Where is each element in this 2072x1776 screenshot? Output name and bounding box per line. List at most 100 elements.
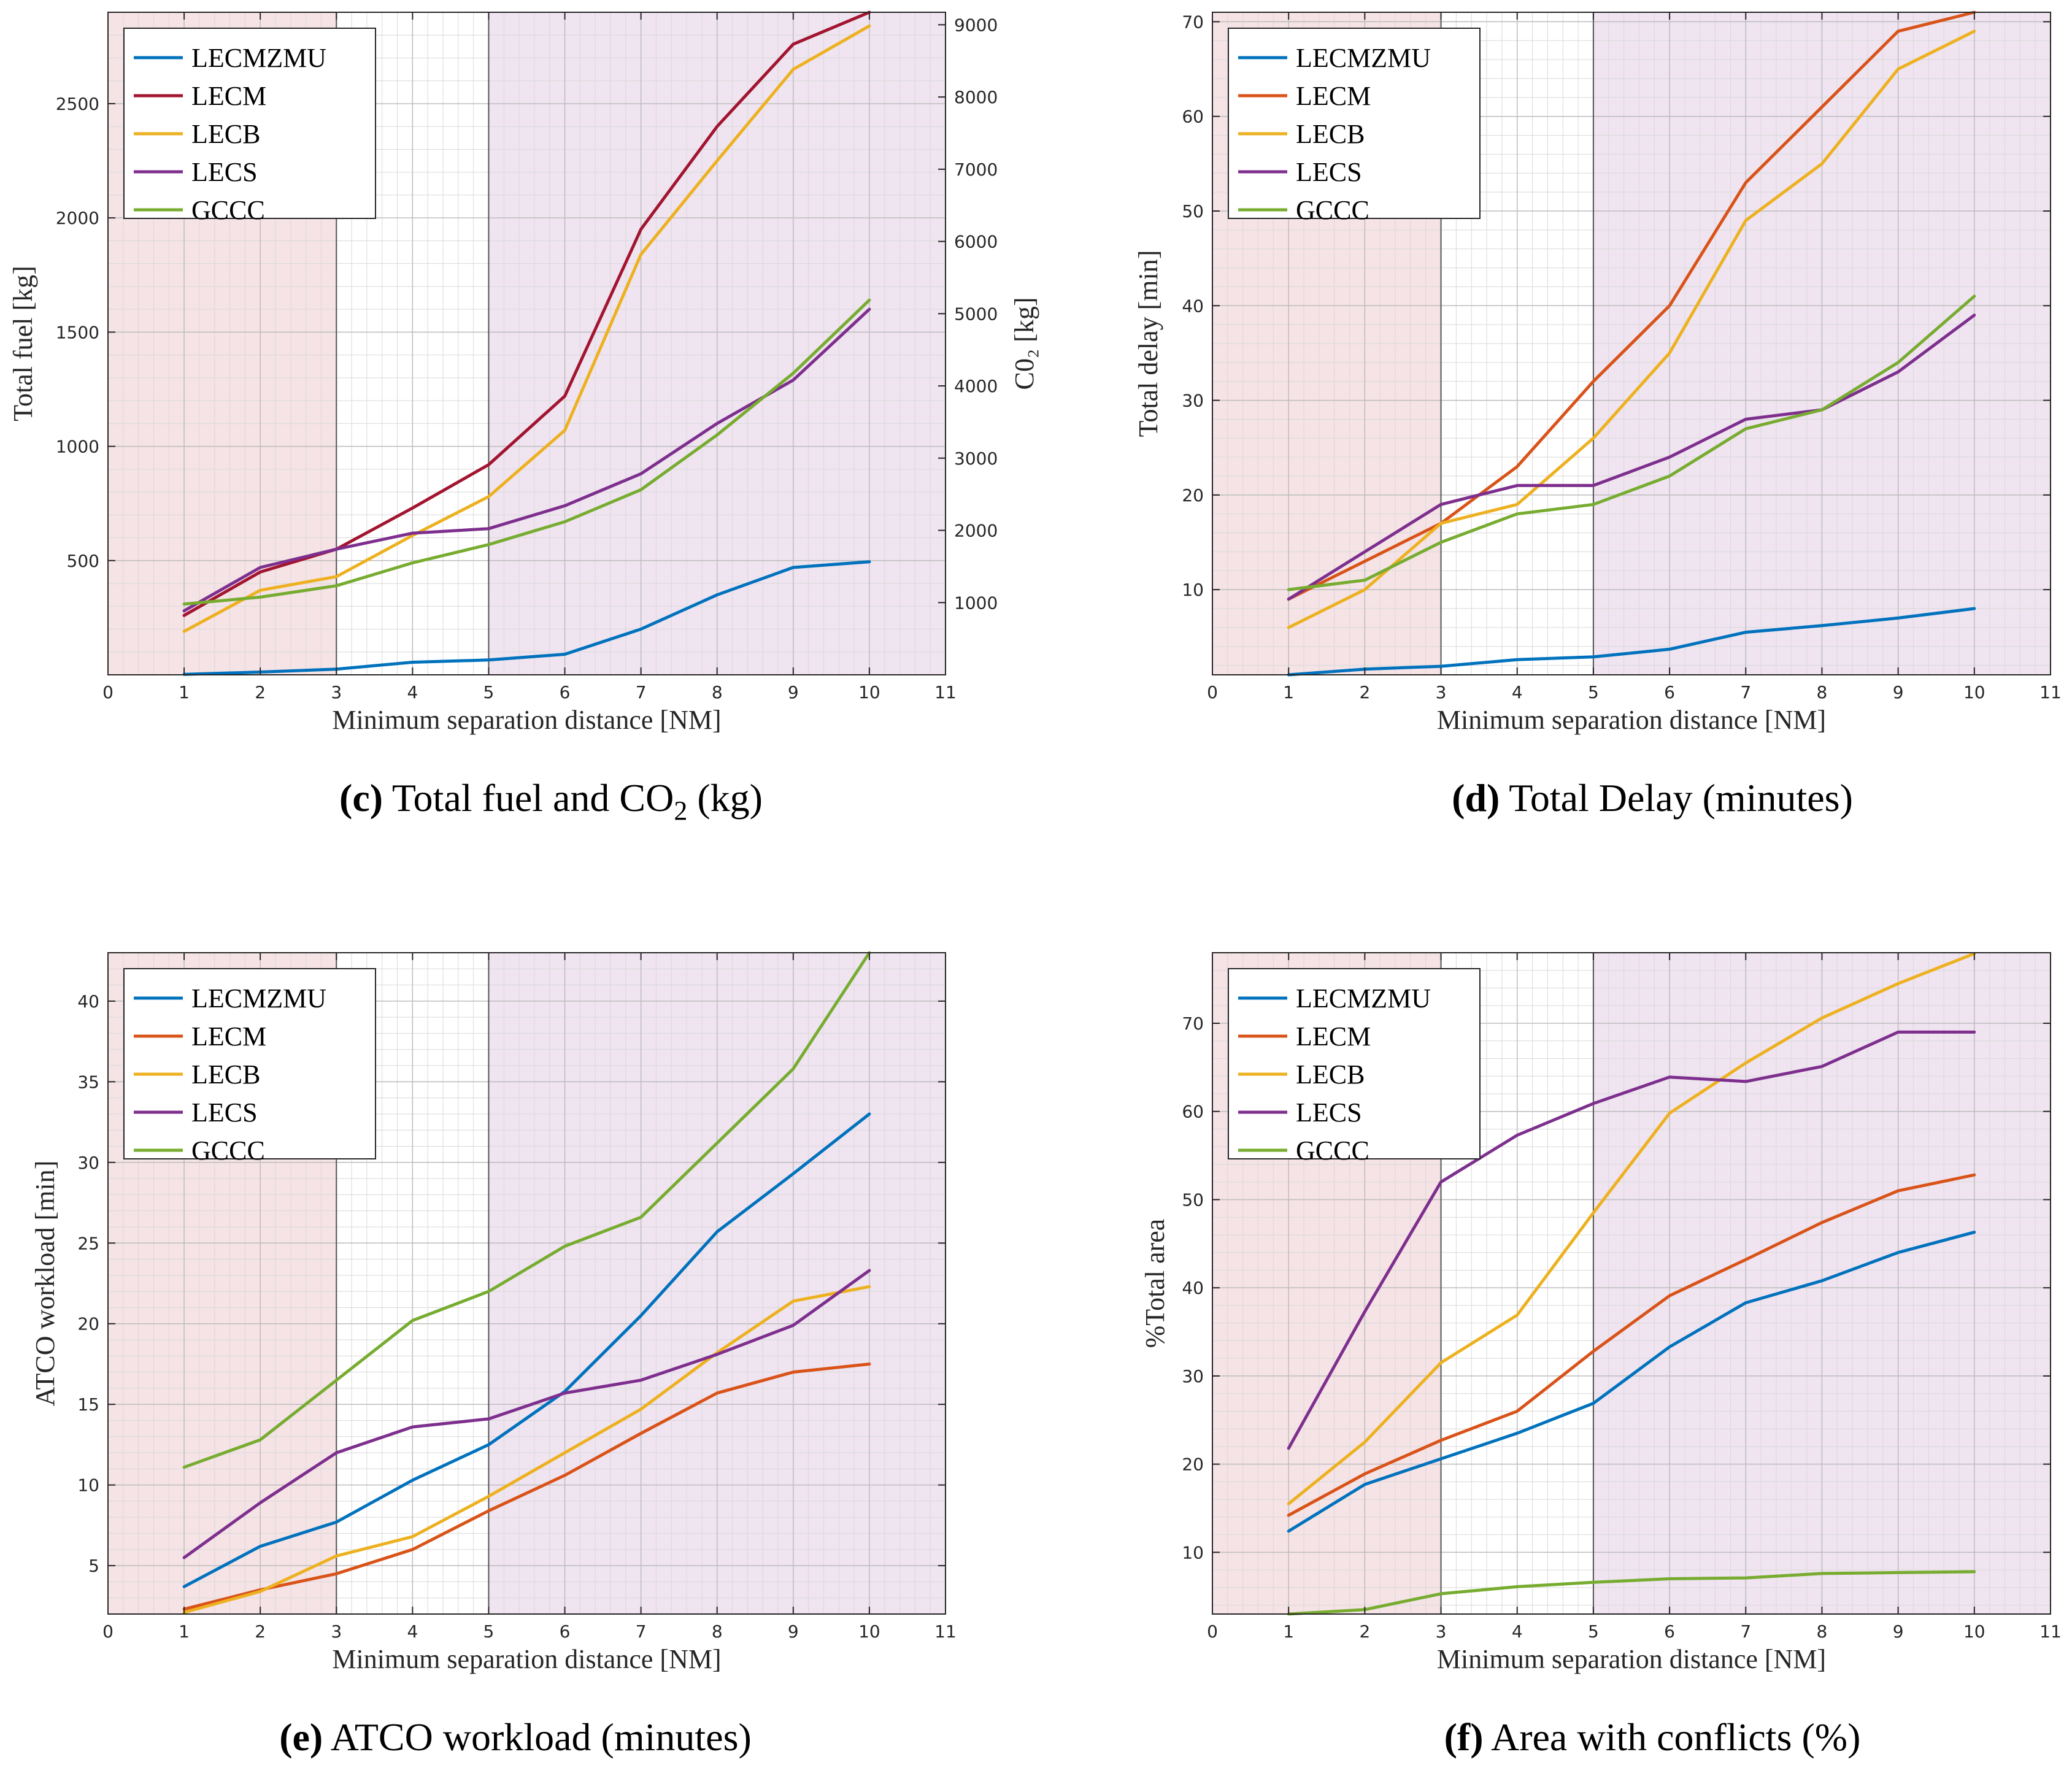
y-axis-label: ATCO workload [min] <box>30 1161 60 1407</box>
y-tick-label: 10 <box>1182 1542 1204 1563</box>
caption-letter: (f) <box>1444 1715 1484 1759</box>
x-tick-label: 4 <box>407 1621 418 1642</box>
axes-box <box>1212 952 2051 1615</box>
x-tick-label: 8 <box>1817 682 1828 702</box>
x-tick-label: 0 <box>1207 682 1218 702</box>
y-axis-label: Total fuel [kg] <box>8 266 38 421</box>
legend-label-GCCC: GCCC <box>191 195 265 225</box>
y2-axis-label: C0₂ [kg] <box>1009 298 1039 390</box>
y-axis-label: Total delay [min] <box>1133 250 1163 437</box>
x-tick-label: 2 <box>1359 1621 1370 1642</box>
series-line-LECM <box>1287 1173 1976 1517</box>
y-tick-label: 15 <box>77 1394 99 1415</box>
legend-box <box>123 28 376 219</box>
x-tick-label: 0 <box>102 1621 114 1642</box>
x-tick-label: 3 <box>1436 682 1447 702</box>
legend: LECMZMU LECM LECB LECS GCCC <box>1228 28 1481 225</box>
x-tick-label: 7 <box>636 1621 647 1642</box>
x-tick-label: 1 <box>1283 682 1294 702</box>
series-line-LECMZMU <box>1287 607 1976 677</box>
y-tick-label: 25 <box>77 1233 99 1253</box>
x-tick-label: 8 <box>712 682 723 702</box>
x-tick-label: 5 <box>483 1621 495 1642</box>
y2-tick-label: 5000 <box>954 304 998 324</box>
series-line-LECMZMU <box>182 560 871 676</box>
chart-c: 0 1 2 3 4 5 6 7 8 9 10 11 500 1000 1500 2000 2500 1000 200… <box>8 10 1039 735</box>
x-axis-label: Minimum separation distance [NM] <box>332 1644 721 1674</box>
y-axis-label: %Total area <box>1140 1219 1170 1348</box>
x-tick-label: 7 <box>1740 682 1751 702</box>
x-tick-label: 5 <box>483 682 495 702</box>
x-axis-label: Minimum separation distance [NM] <box>1437 705 1826 735</box>
legend-label-LECMZMU: LECMZMU <box>191 983 326 1013</box>
y2-tick-label: 2000 <box>954 521 998 541</box>
y-tick-label: 30 <box>1182 391 1204 411</box>
x-tick-label: 11 <box>2039 682 2062 702</box>
x-tick-label: 5 <box>1588 682 1599 702</box>
legend-label-LECB: LECB <box>191 1059 260 1090</box>
y-tick-label: 1500 <box>56 322 99 342</box>
y-tick-label: 20 <box>1182 485 1204 506</box>
series-line-LECMZMU <box>1287 1231 1976 1533</box>
series-line-LECS <box>1287 313 1976 601</box>
x-tick-label: 9 <box>1893 682 1904 702</box>
caption-letter: (e) <box>279 1715 323 1759</box>
x-tick-label: 6 <box>560 1621 571 1642</box>
x-tick-label: 11 <box>934 682 957 702</box>
y-tick-label: 35 <box>77 1072 99 1092</box>
y-tick-label: 50 <box>1182 201 1204 221</box>
legend-label-GCCC: GCCC <box>1296 195 1369 225</box>
x-tick-label: 6 <box>1664 682 1675 702</box>
x-tick-label: 10 <box>1963 1621 1985 1642</box>
x-tick-label: 10 <box>858 1621 880 1642</box>
series-line-LECB <box>182 24 871 633</box>
x-tick-label: 8 <box>1817 1621 1828 1642</box>
x-tick-label: 2 <box>255 682 266 702</box>
caption-letter: (d) <box>1452 776 1500 820</box>
x-tick-label: 9 <box>788 1621 799 1642</box>
legend-label-LECM: LECM <box>191 81 266 111</box>
caption-subscript: 2 <box>674 796 687 826</box>
y-tick-label: 1000 <box>56 437 99 457</box>
axes-box <box>1212 12 2051 675</box>
y-tick-label: 30 <box>1182 1366 1204 1386</box>
x-tick-label: 6 <box>1664 1621 1675 1642</box>
x-tick-label: 9 <box>788 682 799 702</box>
caption-letter: (c) <box>339 776 383 820</box>
caption-text: Total fuel and CO <box>383 776 674 820</box>
y-tick-label: 5 <box>88 1556 99 1576</box>
legend-box <box>123 968 376 1159</box>
x-axis-label: Minimum separation distance [NM] <box>1437 1644 1826 1674</box>
y-tick-label: 40 <box>1182 296 1204 316</box>
y2-tick-label: 3000 <box>954 448 998 469</box>
caption-text: Area with conflicts (%) <box>1484 1715 1861 1759</box>
series-line-GCCC <box>182 298 871 606</box>
caption-e: (e) ATCO workload (minutes) <box>279 1715 752 1759</box>
series-line-LECM <box>182 1363 871 1611</box>
x-tick-label: 1 <box>179 682 190 702</box>
x-tick-label: 3 <box>1436 1621 1447 1642</box>
legend: LECMZMU LECM LECB LECS GCCC <box>123 28 376 225</box>
y-tick-label: 10 <box>1182 580 1204 600</box>
x-tick-label: 0 <box>1207 1621 1218 1642</box>
series-line-GCCC <box>182 951 871 1469</box>
series-line-LECMZMU <box>182 1112 871 1588</box>
series-line-LECB <box>1287 951 1976 1505</box>
legend-label-LECB: LECB <box>1296 119 1365 149</box>
x-tick-label: 6 <box>560 682 571 702</box>
y2-tick-label: 4000 <box>954 376 998 396</box>
x-tick-label: 4 <box>407 682 418 702</box>
y2-tick-label: 9000 <box>954 15 998 35</box>
chart-e: 0 1 2 3 4 5 6 7 8 9 10 11 5 10 15 20 25 30 35 40 Minimum sep… <box>30 951 957 1674</box>
x-tick-label: 11 <box>2039 1621 2062 1642</box>
legend-label-LECS: LECS <box>1296 1098 1362 1128</box>
x-tick-label: 0 <box>102 682 114 702</box>
chart-d: 0 1 2 3 4 5 6 7 8 9 10 11 10 20 30 40 50 60 70 Minimum sepa… <box>1133 10 2062 735</box>
x-tick-label: 1 <box>1283 1621 1294 1642</box>
x-tick-label: 1 <box>179 1621 190 1642</box>
axes-box <box>107 12 946 675</box>
caption-d: (d) Total Delay (minutes) <box>1452 776 1853 820</box>
legend-label-GCCC: GCCC <box>191 1136 265 1166</box>
chart-f: 0 1 2 3 4 5 6 7 8 9 10 11 10 20 30 40 50 60 70 Minimum sepa… <box>1140 951 2062 1674</box>
